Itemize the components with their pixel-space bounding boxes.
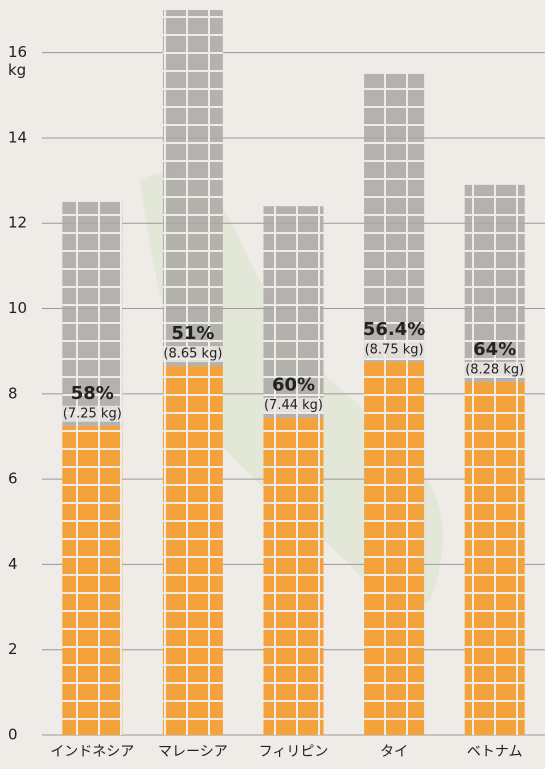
icon-texture bbox=[364, 361, 425, 735]
x-tick-label: タイ bbox=[380, 744, 408, 760]
y-tick-label: 14 bbox=[8, 128, 27, 146]
x-tick-label: マレーシア bbox=[158, 744, 228, 760]
y-tick-label: 0 bbox=[8, 726, 18, 744]
share-label: 58% bbox=[71, 383, 114, 404]
icon-texture bbox=[162, 366, 223, 735]
label-bg bbox=[162, 346, 223, 363]
y-tick-label: 6 bbox=[8, 470, 18, 488]
y-tick-label: 8 bbox=[8, 384, 18, 402]
y-unit: kg bbox=[8, 61, 26, 79]
share-label: 64% bbox=[473, 339, 516, 360]
value-label: (8.65 kg) bbox=[163, 347, 222, 362]
value-label: (8.75 kg) bbox=[365, 342, 424, 357]
icon-texture bbox=[62, 201, 123, 426]
share-label: 56.4% bbox=[363, 319, 425, 340]
icon-texture bbox=[162, 10, 223, 367]
value-label: (7.25 kg) bbox=[63, 406, 122, 421]
y-tick-label: 16 bbox=[8, 43, 27, 61]
y-tick-label: 10 bbox=[8, 299, 27, 317]
y-tick-label: 4 bbox=[8, 555, 18, 573]
y-tick-label: 2 bbox=[8, 640, 18, 658]
icon-texture bbox=[464, 381, 525, 735]
x-tick-label: ベトナム bbox=[467, 744, 523, 760]
y-tick-label: 12 bbox=[8, 214, 27, 232]
icon-texture bbox=[62, 425, 123, 735]
value-label: (8.28 kg) bbox=[465, 362, 524, 377]
value-label: (7.44 kg) bbox=[264, 398, 323, 413]
label-bg bbox=[263, 397, 324, 414]
icon-texture bbox=[263, 417, 324, 735]
label-bg bbox=[464, 361, 525, 378]
label-bg bbox=[364, 341, 425, 358]
label-bg bbox=[62, 405, 123, 422]
icon-texture bbox=[263, 206, 324, 418]
x-tick-label: フィリピン bbox=[259, 744, 329, 760]
icon-texture bbox=[364, 73, 425, 362]
x-tick-label: インドネシア bbox=[50, 744, 134, 760]
share-label: 60% bbox=[272, 375, 315, 396]
share-label: 51% bbox=[171, 323, 214, 344]
icon-texture bbox=[464, 184, 525, 382]
